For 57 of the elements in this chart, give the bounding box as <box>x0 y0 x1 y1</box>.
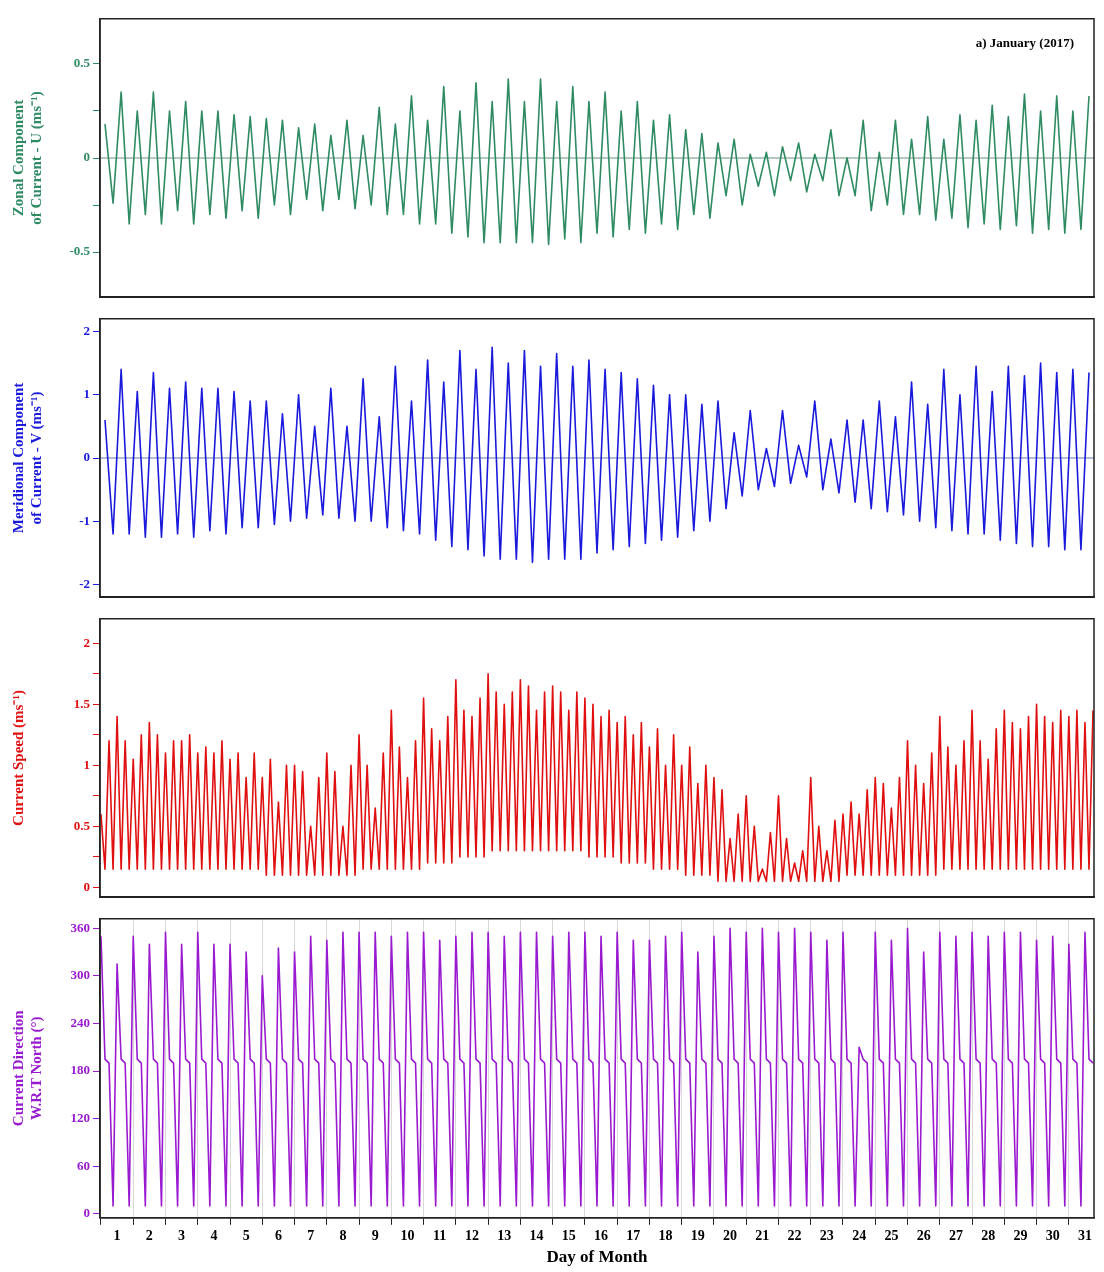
x-axis-title: Day of Month <box>546 1247 649 1267</box>
y-axis-title: Current Direction W.R.T North (°) <box>9 1009 45 1127</box>
y-tick-label: 0 <box>83 878 90 894</box>
x-tick-label: 20 <box>723 1227 738 1243</box>
x-tick-label: 31 <box>1077 1227 1092 1243</box>
y-tick-label: -2 <box>79 575 90 591</box>
y-tick-label: 60 <box>77 1157 90 1173</box>
x-tick-label: 22 <box>787 1227 802 1243</box>
y-tick-label: 240 <box>70 1014 90 1030</box>
y-tick-label: 300 <box>70 967 90 983</box>
x-tick-label: 12 <box>464 1227 479 1243</box>
y-tick-label: 2 <box>83 322 90 338</box>
y-axis-title: Meridional Component of Current - V (ms⁻¹) <box>9 382 45 534</box>
y-tick-label: 1 <box>83 756 90 772</box>
y-tick-label: 1 <box>83 386 90 402</box>
x-tick-label: 29 <box>1013 1227 1028 1243</box>
y-tick-label: 0 <box>83 449 90 465</box>
y-tick-label: 0 <box>83 149 90 165</box>
x-tick-label: 16 <box>594 1227 609 1243</box>
y-tick-label: 2 <box>83 634 90 650</box>
x-tick-label: 6 <box>274 1227 282 1243</box>
x-tick-label: 8 <box>339 1227 347 1243</box>
x-tick-label: 1 <box>113 1227 121 1243</box>
y-tick-label: 0 <box>83 1205 90 1221</box>
y-tick-label: 120 <box>70 1110 90 1126</box>
x-tick-label: 24 <box>852 1227 867 1243</box>
text: a) January (2017) <box>975 34 1074 50</box>
x-tick-label: 5 <box>242 1227 250 1243</box>
y-tick-label: 360 <box>70 919 90 935</box>
x-tick-label: 3 <box>178 1227 186 1243</box>
x-tick-label: 19 <box>690 1227 705 1243</box>
y-axis-title: Zonal Component of Current - U (ms⁻¹) <box>9 91 45 225</box>
x-tick-label: 30 <box>1045 1227 1060 1243</box>
x-tick-label: 17 <box>626 1227 641 1243</box>
x-tick-label: 28 <box>981 1227 996 1243</box>
y-tick-label: -0.5 <box>69 243 91 259</box>
y-tick-label: -1 <box>79 512 90 528</box>
x-tick-label: 18 <box>658 1227 673 1243</box>
y-axis-title: Current Speed (ms⁻¹) <box>9 690 27 826</box>
x-tick-label: 26 <box>916 1227 931 1243</box>
x-tick-label: 11 <box>433 1227 447 1243</box>
x-tick-label: 21 <box>755 1227 770 1243</box>
y-tick-label: 0.5 <box>73 55 91 71</box>
x-tick-label: 13 <box>497 1227 512 1243</box>
y-tick-label: 0.5 <box>73 817 91 833</box>
x-tick-label: 23 <box>819 1227 834 1243</box>
y-tick-label: 1.5 <box>73 695 91 711</box>
x-tick-label: 7 <box>307 1227 315 1243</box>
x-tick-label: 15 <box>561 1227 576 1243</box>
x-tick-label: 9 <box>371 1227 379 1243</box>
x-tick-label: 27 <box>948 1227 963 1243</box>
x-tick-label: 14 <box>529 1227 544 1243</box>
x-tick-label: 25 <box>884 1227 899 1243</box>
x-tick-label: 10 <box>400 1227 415 1243</box>
x-tick-label: 2 <box>145 1227 153 1243</box>
x-tick-label: 4 <box>210 1227 218 1243</box>
y-tick-label: 180 <box>70 1062 90 1078</box>
